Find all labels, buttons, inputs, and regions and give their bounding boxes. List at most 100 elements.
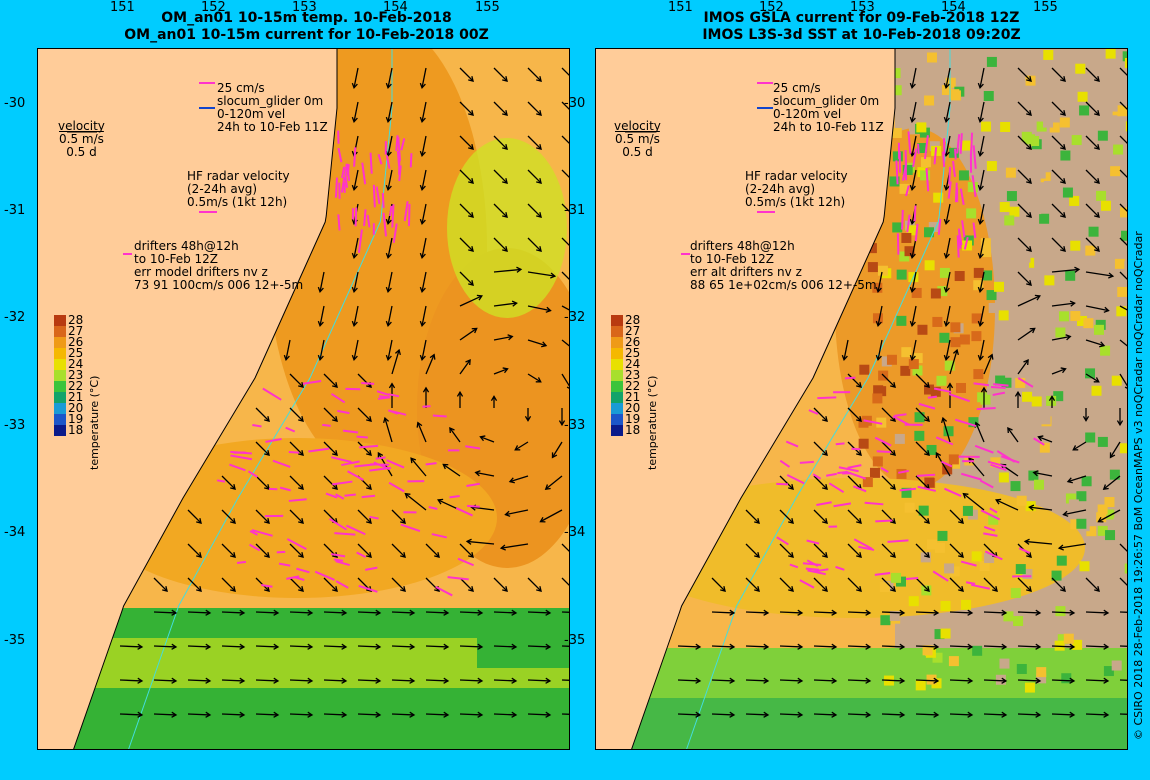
- right-velocity-label: velocity: [614, 119, 661, 133]
- current-arrow-head: [383, 416, 390, 424]
- hf-radar-arrow: [341, 460, 360, 467]
- hf-radar-arrow: [331, 456, 352, 463]
- sst-pixel: [899, 183, 910, 194]
- panel-right-title: IMOS GSLA current for 09-Feb-2018 12Z IM…: [595, 10, 1128, 44]
- current-arrow: [1051, 368, 1066, 375]
- current-arrow-head: [205, 609, 212, 616]
- sst-pixel: [1097, 504, 1108, 515]
- current-arrow: [323, 577, 338, 592]
- sst-pixel: [1097, 436, 1108, 447]
- sst-pixel: [982, 270, 993, 281]
- current-arrow-head: [298, 518, 304, 524]
- current-arrow-head: [502, 212, 508, 218]
- current-arrow-head: [909, 116, 916, 124]
- hf-radar-arrow: [806, 539, 820, 545]
- sst-pixel: [1117, 286, 1128, 297]
- current-arrow: [493, 577, 508, 592]
- current-arrow: [779, 713, 803, 716]
- current-arrow-head: [890, 586, 896, 592]
- hf-radar-arrow: [858, 545, 875, 551]
- sst-pixel: [961, 599, 972, 610]
- current-arrow-head: [468, 586, 474, 592]
- hf-radar-arrow: [431, 533, 448, 539]
- colorbar-left-title: temperature (°C): [88, 375, 101, 470]
- current-arrow: [1085, 577, 1100, 592]
- current-arrow-head: [273, 711, 280, 718]
- left-legend-depth: 0-120m vel: [217, 107, 286, 121]
- current-arrow: [285, 339, 291, 360]
- current-arrow: [779, 611, 803, 614]
- sst-pixel: [922, 645, 933, 656]
- current-arrow: [942, 417, 951, 443]
- hf-radar-arrow: [247, 470, 258, 478]
- hf-radar-arrow: [896, 233, 900, 255]
- current-arrow: [1085, 339, 1105, 347]
- hf-radar-arrow: [993, 383, 1009, 387]
- current-arrow-head: [1094, 178, 1100, 184]
- current-arrow-head: [566, 386, 570, 390]
- current-arrow-head: [511, 609, 518, 616]
- current-arrow-head: [264, 518, 270, 524]
- hf-radar-arrow: [948, 393, 970, 403]
- hf-radar-arrow: [377, 153, 383, 165]
- sst-pixel: [1065, 270, 1076, 281]
- hf-radar-arrow: [400, 138, 406, 151]
- hf-radar-arrow: [979, 479, 994, 489]
- sst-pixel: [962, 505, 973, 516]
- current-arrow-head: [196, 552, 202, 558]
- current-arrow: [847, 373, 862, 388]
- current-arrow: [442, 463, 461, 477]
- hf-radar-arrow: [286, 538, 307, 550]
- hf-radar-arrow: [917, 485, 937, 492]
- current-arrow: [1051, 237, 1066, 252]
- sst-pixel: [1015, 377, 1026, 388]
- current-arrow: [323, 373, 338, 388]
- current-arrow: [995, 499, 1019, 511]
- sst-pixel: [1105, 48, 1116, 59]
- colorbar-tick-label: 22: [625, 379, 641, 393]
- sst-pixel: [915, 680, 926, 691]
- sst-pixel: [920, 552, 931, 563]
- hf-radar-arrow: [969, 132, 974, 156]
- current-arrow-head: [992, 586, 998, 592]
- current-arrow-head: [943, 184, 950, 192]
- sst-pixel: [1016, 569, 1027, 580]
- hf-radar-arrow: [387, 409, 399, 415]
- current-arrow: [459, 577, 474, 592]
- current-arrow: [323, 441, 338, 456]
- hf-radar-arrow: [1018, 547, 1031, 554]
- sst-pixel: [1117, 106, 1128, 117]
- current-arrow: [459, 135, 474, 150]
- current-arrow: [493, 237, 508, 252]
- current-arrow: [289, 577, 304, 592]
- current-arrow: [983, 713, 1007, 716]
- current-arrow: [357, 373, 372, 388]
- current-arrow-head: [375, 677, 382, 684]
- current-arrow: [1017, 101, 1032, 116]
- current-arrow: [911, 169, 917, 190]
- current-arrow-head: [502, 110, 508, 116]
- current-arrow-head: [899, 677, 906, 684]
- sst-pixel: [948, 656, 959, 667]
- current-arrow: [881, 713, 905, 716]
- current-arrow-head: [856, 382, 862, 388]
- sst-pixel: [994, 281, 1005, 292]
- colorbar-tick-label: 24: [625, 357, 641, 371]
- current-arrow-head: [471, 327, 478, 334]
- sst-pixel: [891, 127, 902, 138]
- current-arrow: [881, 611, 905, 614]
- current-arrow: [1085, 203, 1100, 218]
- current-arrow-head: [1029, 327, 1036, 334]
- sst-pixel: [1107, 101, 1118, 112]
- current-arrow: [493, 645, 517, 648]
- current-arrow-head: [536, 586, 542, 592]
- sst-pixel: [1036, 121, 1047, 132]
- current-arrow: [1059, 543, 1087, 549]
- current-arrow: [459, 543, 474, 558]
- hf-radar-arrow: [272, 459, 291, 468]
- current-arrow: [779, 645, 803, 648]
- current-arrow: [493, 713, 517, 716]
- sst-pixel: [981, 121, 992, 132]
- sst-pixel: [1043, 180, 1054, 191]
- sst-pixel: [1043, 49, 1054, 60]
